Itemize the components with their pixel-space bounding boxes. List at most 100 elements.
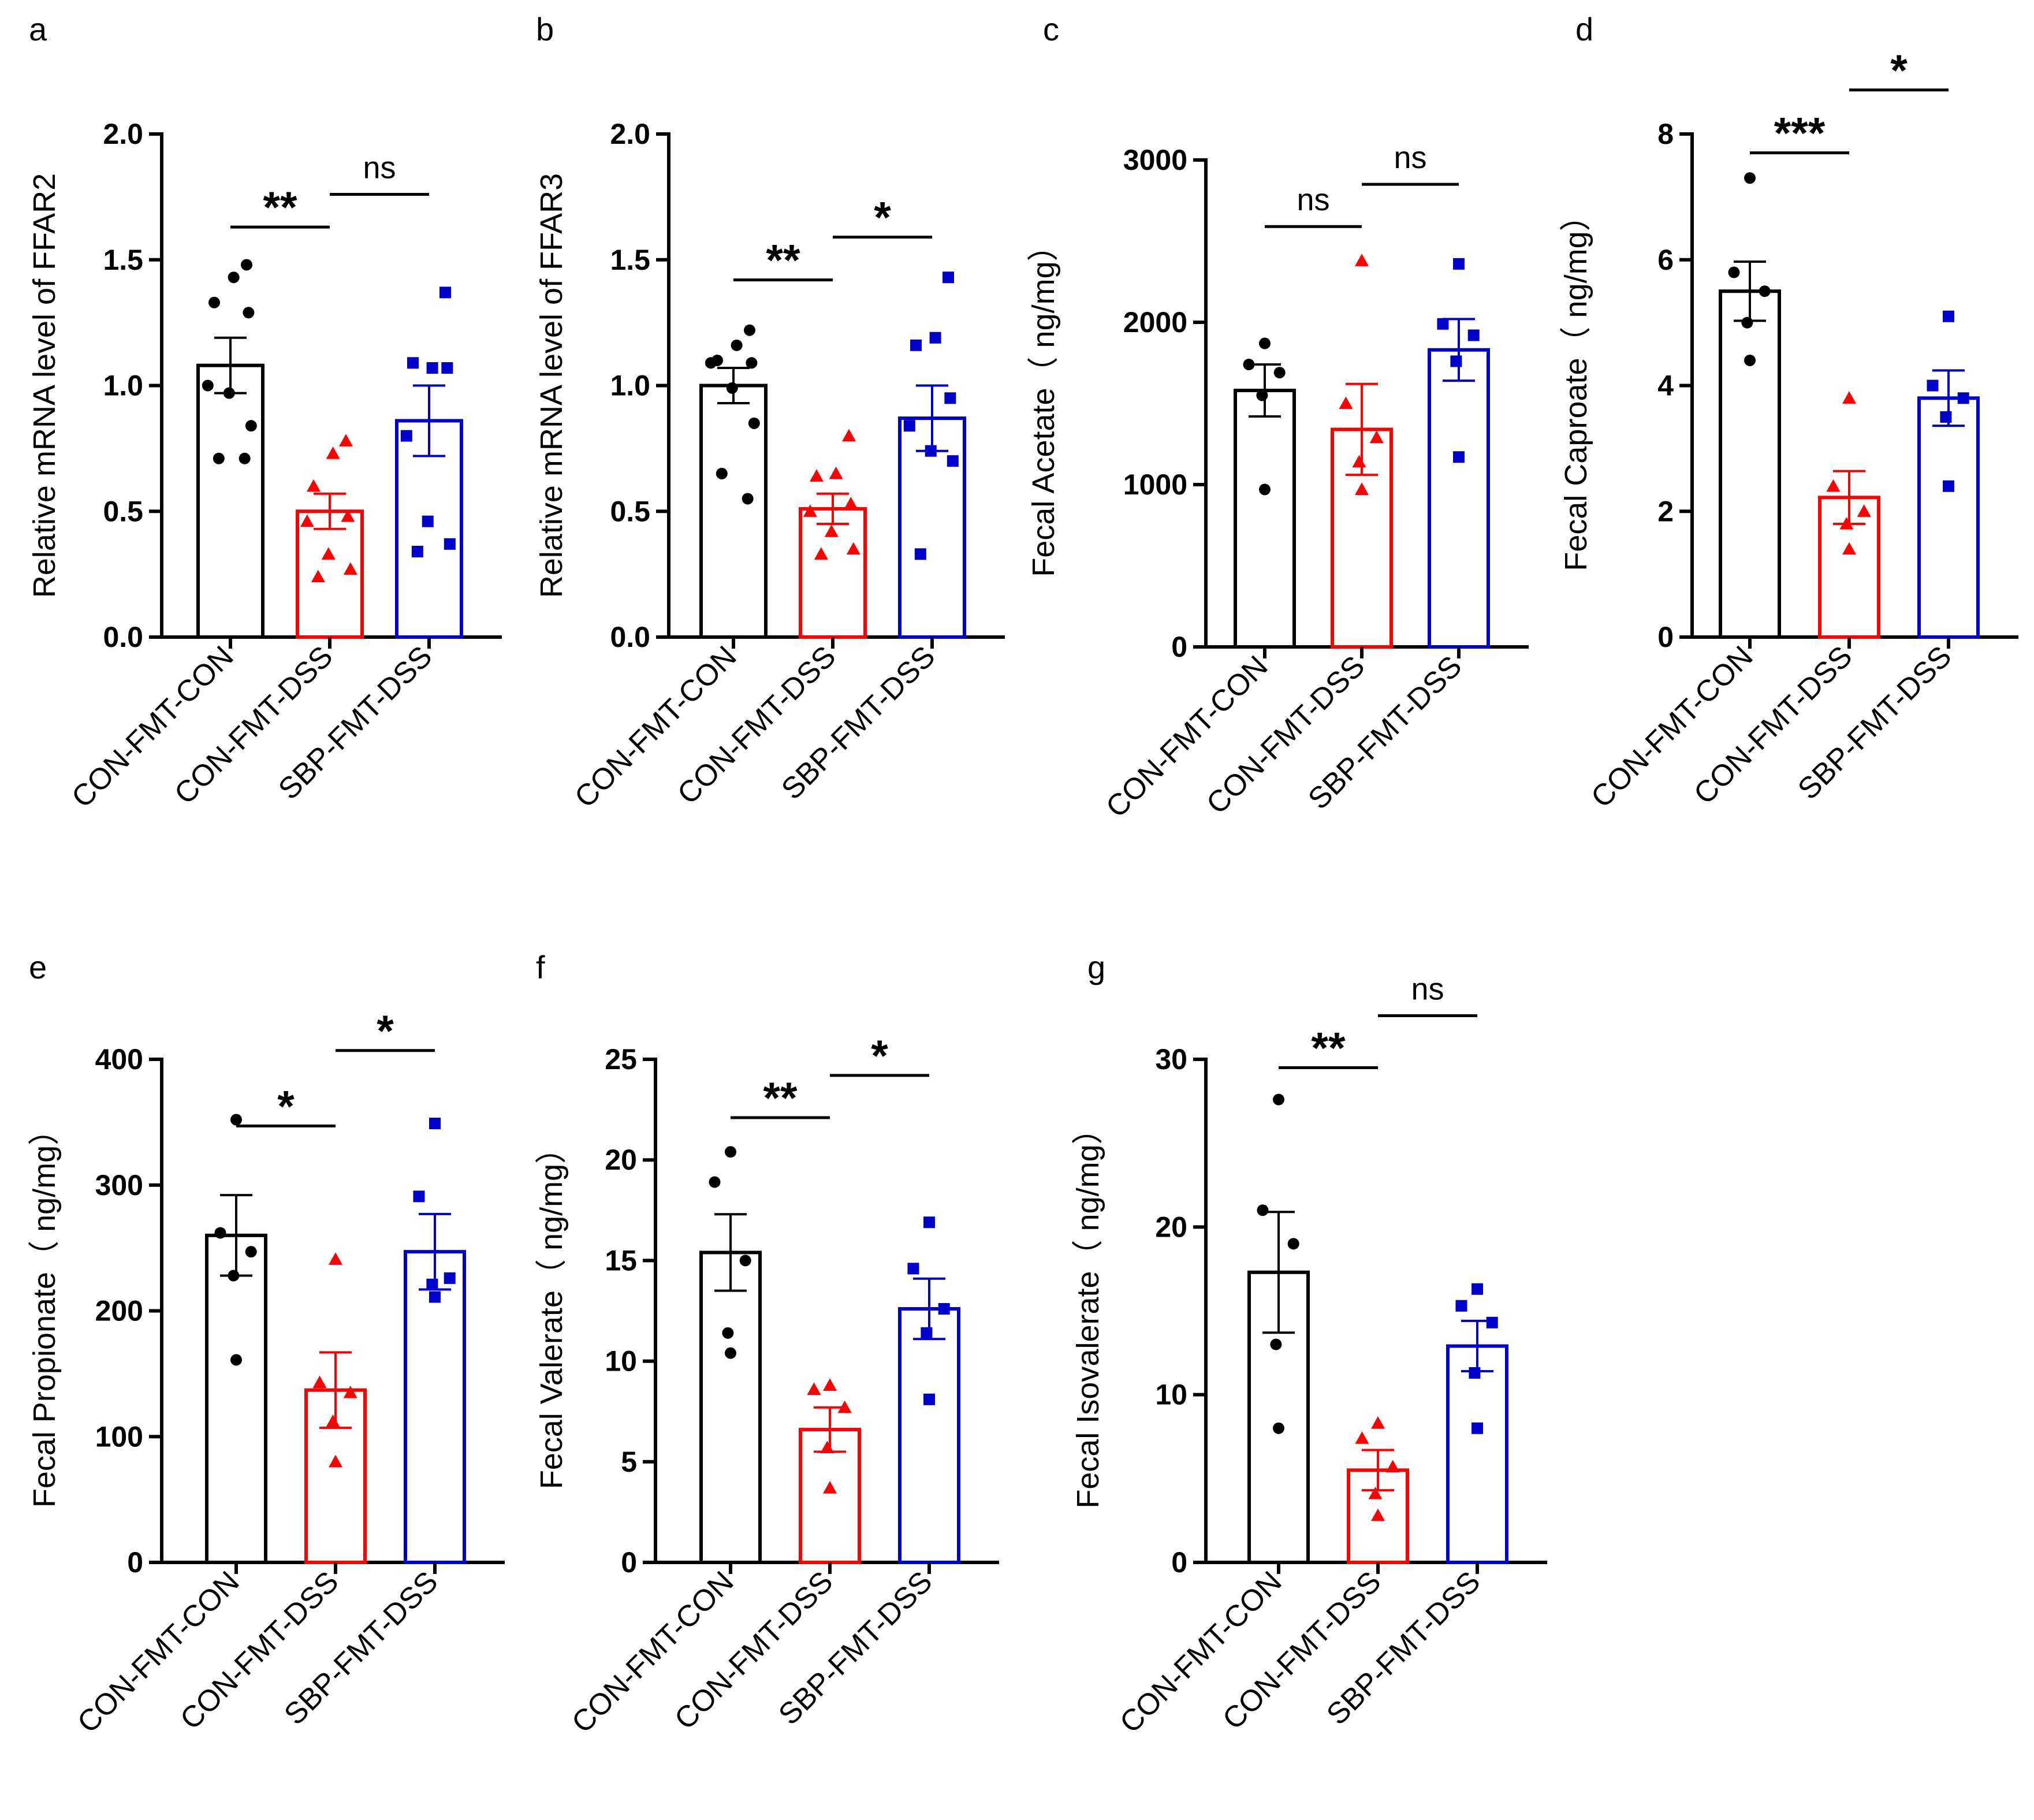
significance-label: ns (1394, 140, 1426, 175)
data-point (823, 1378, 837, 1391)
y-tick-label: 6 (1657, 244, 1674, 276)
data-point (923, 1216, 935, 1229)
data-point (1259, 337, 1271, 349)
data-point (722, 1327, 734, 1339)
y-tick-label: 0.0 (103, 621, 143, 653)
data-point (1744, 172, 1756, 184)
data-point (837, 1400, 852, 1413)
data-point (343, 562, 357, 575)
data-point (1371, 1508, 1385, 1521)
data-point (744, 324, 755, 336)
y-tick-label: 1000 (1123, 468, 1187, 501)
data-point (1759, 285, 1771, 297)
y-axis-title: Fecal Valerate（ ng/mg） (534, 1133, 569, 1489)
y-tick-label: 1.0 (103, 370, 143, 402)
y-tick-label: 30 (1155, 1043, 1187, 1075)
data-point (820, 1441, 835, 1454)
significance-label: * (277, 1082, 295, 1131)
panel-letter-d: d (1575, 11, 1593, 47)
y-tick-label: 2.0 (610, 118, 650, 150)
data-point (1744, 354, 1756, 366)
data-point (1273, 1093, 1284, 1106)
significance-label: * (871, 1032, 888, 1081)
data-point (429, 1118, 441, 1130)
data-point (705, 357, 717, 369)
data-point (245, 420, 257, 432)
data-point (824, 524, 839, 537)
data-point (202, 379, 214, 392)
y-tick-label: 5 (621, 1446, 637, 1478)
data-point (441, 362, 453, 374)
data-point (943, 271, 954, 284)
y-tick-label: 3000 (1123, 144, 1187, 176)
bar (196, 363, 265, 639)
data-point (311, 570, 325, 583)
data-point (716, 467, 728, 479)
data-point (1450, 355, 1462, 367)
data-point (803, 504, 817, 517)
data-point (748, 417, 760, 429)
significance-label: ns (363, 151, 396, 185)
data-point (1826, 479, 1841, 492)
data-point (413, 1190, 425, 1203)
y-axis-title: Relative mRNA level of FFAR2 (27, 173, 62, 598)
y-tick-label: 25 (605, 1043, 637, 1075)
y-tick-label: 0 (621, 1546, 637, 1579)
data-point (807, 1382, 821, 1395)
data-point (1927, 379, 1939, 392)
data-point (846, 542, 860, 555)
panel-letter-a: a (29, 11, 47, 47)
data-point (1842, 391, 1856, 404)
y-axis-title: Fecal Isovalerate（ ng/mg） (1071, 1113, 1105, 1508)
data-point (1368, 1486, 1383, 1499)
data-point (914, 548, 926, 560)
y-tick-label: 400 (95, 1043, 143, 1075)
data-point (228, 271, 240, 284)
data-point (1352, 455, 1366, 468)
data-point (243, 307, 255, 319)
y-tick-label: 100 (95, 1420, 143, 1453)
y-tick-label: 0.5 (610, 495, 650, 527)
data-point (929, 332, 941, 344)
data-point (921, 1327, 933, 1339)
data-point (746, 357, 758, 369)
bar (1428, 348, 1490, 649)
data-point (810, 469, 824, 482)
y-tick-label: 0.0 (610, 621, 650, 653)
data-point (938, 1303, 950, 1315)
significance-label: * (874, 193, 891, 243)
bar (1719, 289, 1781, 639)
panel-letter-g: g (1087, 949, 1105, 985)
data-point (1943, 480, 1954, 492)
data-point (1259, 483, 1271, 496)
data-point (329, 1454, 342, 1468)
y-tick-label: 1.5 (610, 244, 650, 276)
data-point (1256, 389, 1268, 401)
data-point (1339, 396, 1353, 410)
data-point (411, 545, 423, 557)
data-point (923, 1393, 935, 1405)
data-point (241, 259, 252, 271)
data-point (907, 1263, 919, 1275)
data-point (1741, 317, 1753, 329)
data-point (426, 362, 438, 374)
y-tick-label: 15 (605, 1244, 637, 1276)
data-point (230, 1114, 242, 1126)
data-point (1842, 542, 1856, 555)
data-point (1472, 1283, 1483, 1295)
panel-letter-b: b (536, 11, 554, 47)
data-point (339, 434, 353, 446)
significance-label: ns (1411, 972, 1444, 1007)
bar (699, 1250, 762, 1565)
data-point (214, 1227, 226, 1239)
significance-label: *** (1774, 109, 1826, 158)
bar (898, 1307, 960, 1565)
data-point (1257, 1204, 1269, 1216)
significance-label: ns (1297, 183, 1329, 217)
y-axis-title: Fecal Acetate（ ng/mg） (1026, 230, 1061, 576)
data-point (1273, 1422, 1284, 1434)
data-point (1273, 367, 1286, 379)
